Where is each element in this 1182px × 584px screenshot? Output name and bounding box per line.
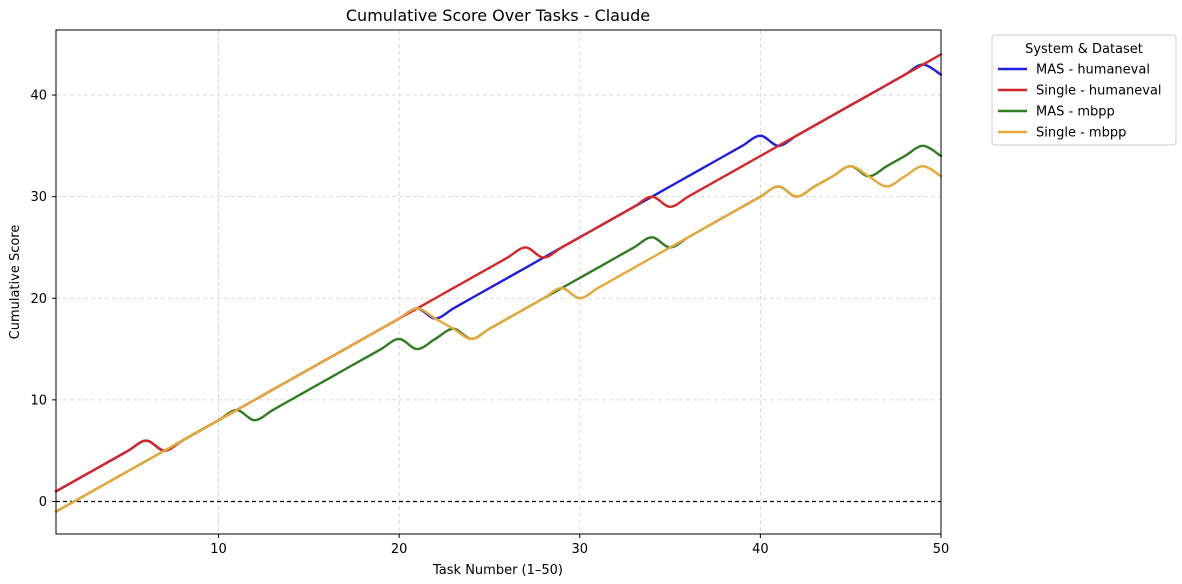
x-tick-label: 30 (572, 542, 589, 557)
x-axis-label: Task Number (1–50) (432, 563, 563, 578)
series-group (54, 53, 943, 513)
legend-label-mas-humaneval: MAS - humaneval (1036, 63, 1150, 78)
legend-label-mas-mbpp: MAS - mbpp (1036, 105, 1115, 120)
y-tick-label: 20 (30, 292, 47, 307)
series-line-single-humaneval (54, 53, 943, 493)
series-line-mas-mbpp (54, 144, 943, 513)
chart-title: Cumulative Score Over Tasks - Claude (346, 6, 650, 25)
y-axis-label: Cumulative Score (8, 225, 23, 340)
y-tick-label: 40 (30, 89, 47, 104)
ticks: 10 20 30 40 50 0 10 20 30 40 (30, 89, 949, 557)
legend-title: System & Dataset (1025, 42, 1143, 57)
y-tick-label: 10 (30, 393, 47, 408)
legend: System & Dataset MAS - humaneval Single -… (991, 34, 1177, 146)
legend-label-single-humaneval: Single - humaneval (1036, 84, 1162, 99)
x-tick-label: 20 (391, 542, 408, 557)
y-tick-label: 30 (30, 190, 47, 205)
x-tick-label: 40 (752, 542, 769, 557)
x-tick-label: 10 (210, 542, 227, 557)
y-tick-label: 0 (39, 495, 47, 510)
series-line-single-mbpp (54, 164, 943, 513)
plot-frame (55, 29, 942, 535)
x-tick-label: 50 (933, 542, 950, 557)
legend-frame (991, 34, 1177, 146)
legend-label-single-mbpp: Single - mbpp (1036, 126, 1126, 141)
